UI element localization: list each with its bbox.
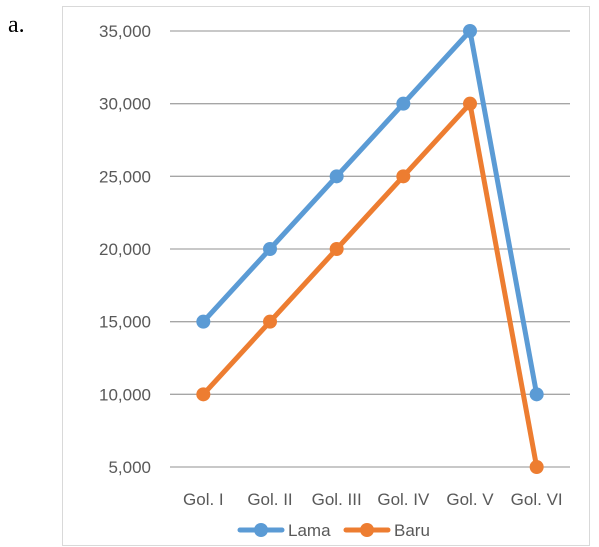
data-point-lama: [263, 242, 277, 256]
data-point-lama: [396, 96, 411, 111]
series-line-lama: [200, 28, 540, 397]
legend-swatch-marker: [254, 523, 268, 537]
y-tick-label: 20,000: [99, 240, 151, 259]
series-lines: [196, 24, 544, 474]
data-point-baru: [196, 387, 211, 402]
y-tick-label: 15,000: [99, 313, 151, 332]
x-tick-label: Gol. I: [183, 490, 224, 509]
y-tick-label: 25,000: [99, 167, 151, 186]
legend-label: Lama: [288, 521, 331, 540]
series-line-baru: [200, 101, 540, 470]
legend: Lama Baru: [237, 521, 430, 540]
data-point-lama: [463, 24, 477, 38]
data-point-baru: [263, 314, 277, 329]
legend-swatch-marker: [360, 523, 374, 537]
x-axis-ticks: Gol. I Gol. II Gol. III Gol. IV Gol. V Gol. V…: [183, 490, 563, 509]
y-axis-ticks: 35,000 30,000 25,000 20,000 15,000 10,000 5,00…: [99, 22, 151, 477]
y-tick-label: 5,000: [108, 458, 151, 477]
y-tick-label: 10,000: [99, 385, 151, 404]
x-tick-label: Gol. III: [312, 490, 362, 509]
x-tick-label: Gol. VI: [511, 490, 563, 509]
y-tick-label: 35,000: [99, 22, 151, 41]
legend-label: Baru: [394, 521, 430, 540]
data-point-baru: [529, 460, 544, 474]
data-point-baru: [396, 169, 411, 184]
data-point-lama: [329, 169, 344, 184]
y-tick-label: 30,000: [99, 95, 151, 114]
data-point-baru: [463, 96, 477, 111]
x-tick-label: Gol. V: [446, 490, 494, 509]
data-point-lama: [529, 387, 544, 402]
figure-label: a.: [8, 12, 25, 38]
gridlines: [170, 30, 570, 468]
data-point-baru: [329, 242, 344, 256]
x-tick-label: Gol. IV: [377, 490, 430, 509]
chart-frame: [62, 6, 590, 546]
x-tick-label: Gol. II: [247, 490, 292, 509]
data-point-lama: [196, 314, 211, 329]
